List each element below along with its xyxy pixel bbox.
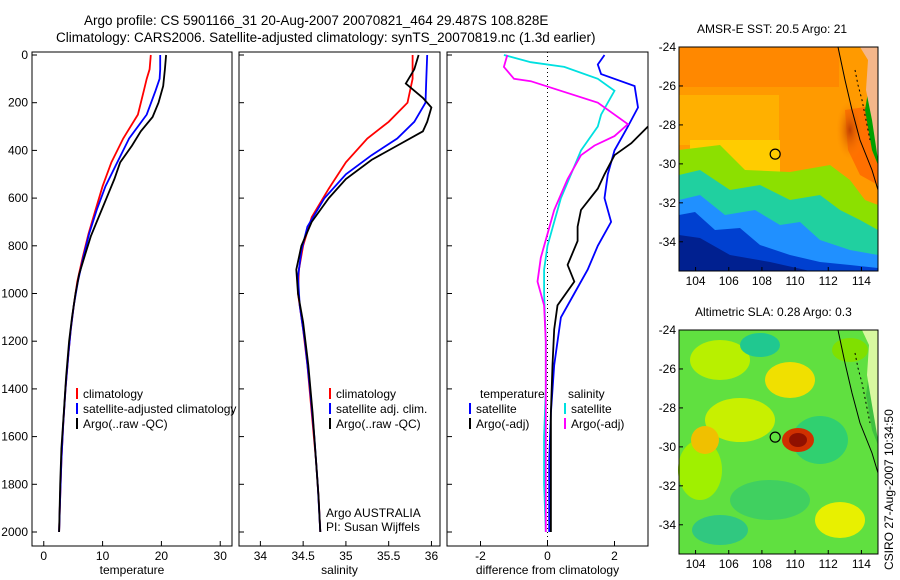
sst-map-title: AMSR-E SST: 20.5 Argo: 21 [697,22,847,36]
legend-entry: Argo(-adj) [571,417,624,431]
figure-title-line2: Climatology: CARS2006. Satellite-adjuste… [56,30,596,45]
series-line-difference-0 [548,54,639,532]
argo-location-marker [769,431,781,443]
legend-entry: satellite adj. clim. [336,402,427,416]
plot-frame [31,51,233,547]
argo-pi-label: PI: Susan Wijffels [326,520,420,534]
map-y-tick-label: -32 [659,479,677,493]
y-tick-label: 400 [8,143,28,157]
y-tick-label: 1400 [1,382,28,396]
map-y-tick-label: -28 [659,401,677,415]
x-tick-label: 34.5 [291,549,315,563]
map-y-tick-label: -28 [659,118,677,132]
legend-entry: satellite-adjusted climatology [83,402,236,416]
sla-map-panel: Altimetric SLA: 0.28 Argo: 0.3 104 106 108… [659,305,879,571]
map-x-tick-label: 106 [719,557,739,571]
y-tick-label: 200 [8,96,28,110]
x-tick-label: 35 [339,549,353,563]
map-y-tick-label: -30 [659,440,677,454]
y-tick-label: 1600 [1,430,28,444]
argo-program-label: Argo AUSTRALIA [326,506,421,520]
y-tick-label: 1200 [1,334,28,348]
sla-map-image [678,329,879,554]
x-tick-label: 34 [254,549,268,563]
map-x-tick-label: 110 [786,274,805,288]
y-tick-label: 800 [8,239,28,253]
map-y-tick-label: -24 [659,40,677,54]
map-x-tick-label: 112 [819,274,838,288]
y-tick-label: 0 [21,48,28,62]
legend-entry: Argo(-adj) [476,417,529,431]
map-x-tick-label: 112 [819,557,838,571]
plot-frame [238,51,441,547]
figure-title-line1: Argo profile: CS 5901166_31 20-Aug-2007 … [84,13,548,28]
map-frame [678,46,879,272]
argo-location-marker [769,148,781,160]
map-x-tick-label: 108 [752,557,772,571]
x-tick-label: 2 [611,549,618,563]
y-tick-label: 1000 [1,287,28,301]
series-line-salinity-2 [295,54,433,533]
x-tick-label: 10 [96,549,110,563]
x-tick-label: 0 [544,549,551,563]
map-x-tick-label: 114 [852,274,871,288]
y-tick-label: 600 [8,191,28,205]
map-x-tick-label: 106 [719,274,739,288]
legend-entry: climatology [83,387,143,401]
x-axis-label: salinity [321,563,358,577]
legend-entry: Argo(..raw -QC) [336,417,421,431]
sst-map-panel: AMSR-E SST: 20.5 Argo: 21 104 106 108 110 11… [659,22,879,288]
map-y-tick-label: -34 [659,235,677,249]
sla-map-title: Altimetric SLA: 0.28 Argo: 0.3 [695,305,852,319]
legend-entry: satellite [571,402,612,416]
plot-frame [446,51,649,547]
series-line-temperature-2 [58,54,167,533]
x-tick-label: 35.5 [377,549,401,563]
map-x-tick-label: 114 [852,557,871,571]
x-tick-label: 0 [40,549,47,563]
x-tick-label: 20 [155,549,169,563]
map-y-tick-label: -24 [659,323,677,337]
map-y-tick-label: -32 [659,196,677,210]
x-tick-label: 36 [425,549,439,563]
series-line-salinity-1 [297,54,429,533]
map-y-tick-label: -26 [659,362,677,376]
map-frame [678,329,879,555]
legend-group-header: temperature [480,387,545,401]
sst-map-image [679,46,879,271]
map-x-tick-label: 108 [752,274,772,288]
legend-group-header: salinity [568,387,605,401]
x-tick-label: 30 [214,549,228,563]
series-line-difference-3 [502,54,630,532]
legend-entry: Argo(..raw -QC) [83,417,168,431]
y-tick-label: 2000 [1,525,28,539]
legend-entry: satellite [476,402,517,416]
salinity-panel: 34 34.5 35 35.5 36 salinity climatologysatelli… [238,51,441,577]
footer-timestamp: CSIRO 27-Aug-2007 10:34:50 [882,409,896,570]
map-x-tick-label: 104 [686,557,706,571]
series-line-difference-2 [503,54,616,533]
x-axis-label: difference from climatology [476,563,619,577]
y-tick-label: 1800 [1,477,28,491]
series-line-difference-1 [550,125,649,532]
x-axis-label: temperature [100,563,165,577]
x-tick-label: -2 [475,549,486,563]
legend-entry: climatology [336,387,396,401]
map-y-tick-label: -26 [659,79,677,93]
map-y-tick-label: -34 [659,518,677,532]
temperature-panel: 0 10 20 30 0 200 400 600 800 1000 1200 1400 1600 1800… [1,48,236,577]
map-y-tick-label: -30 [659,157,677,171]
map-x-tick-label: 110 [786,557,805,571]
map-x-tick-label: 104 [686,274,706,288]
